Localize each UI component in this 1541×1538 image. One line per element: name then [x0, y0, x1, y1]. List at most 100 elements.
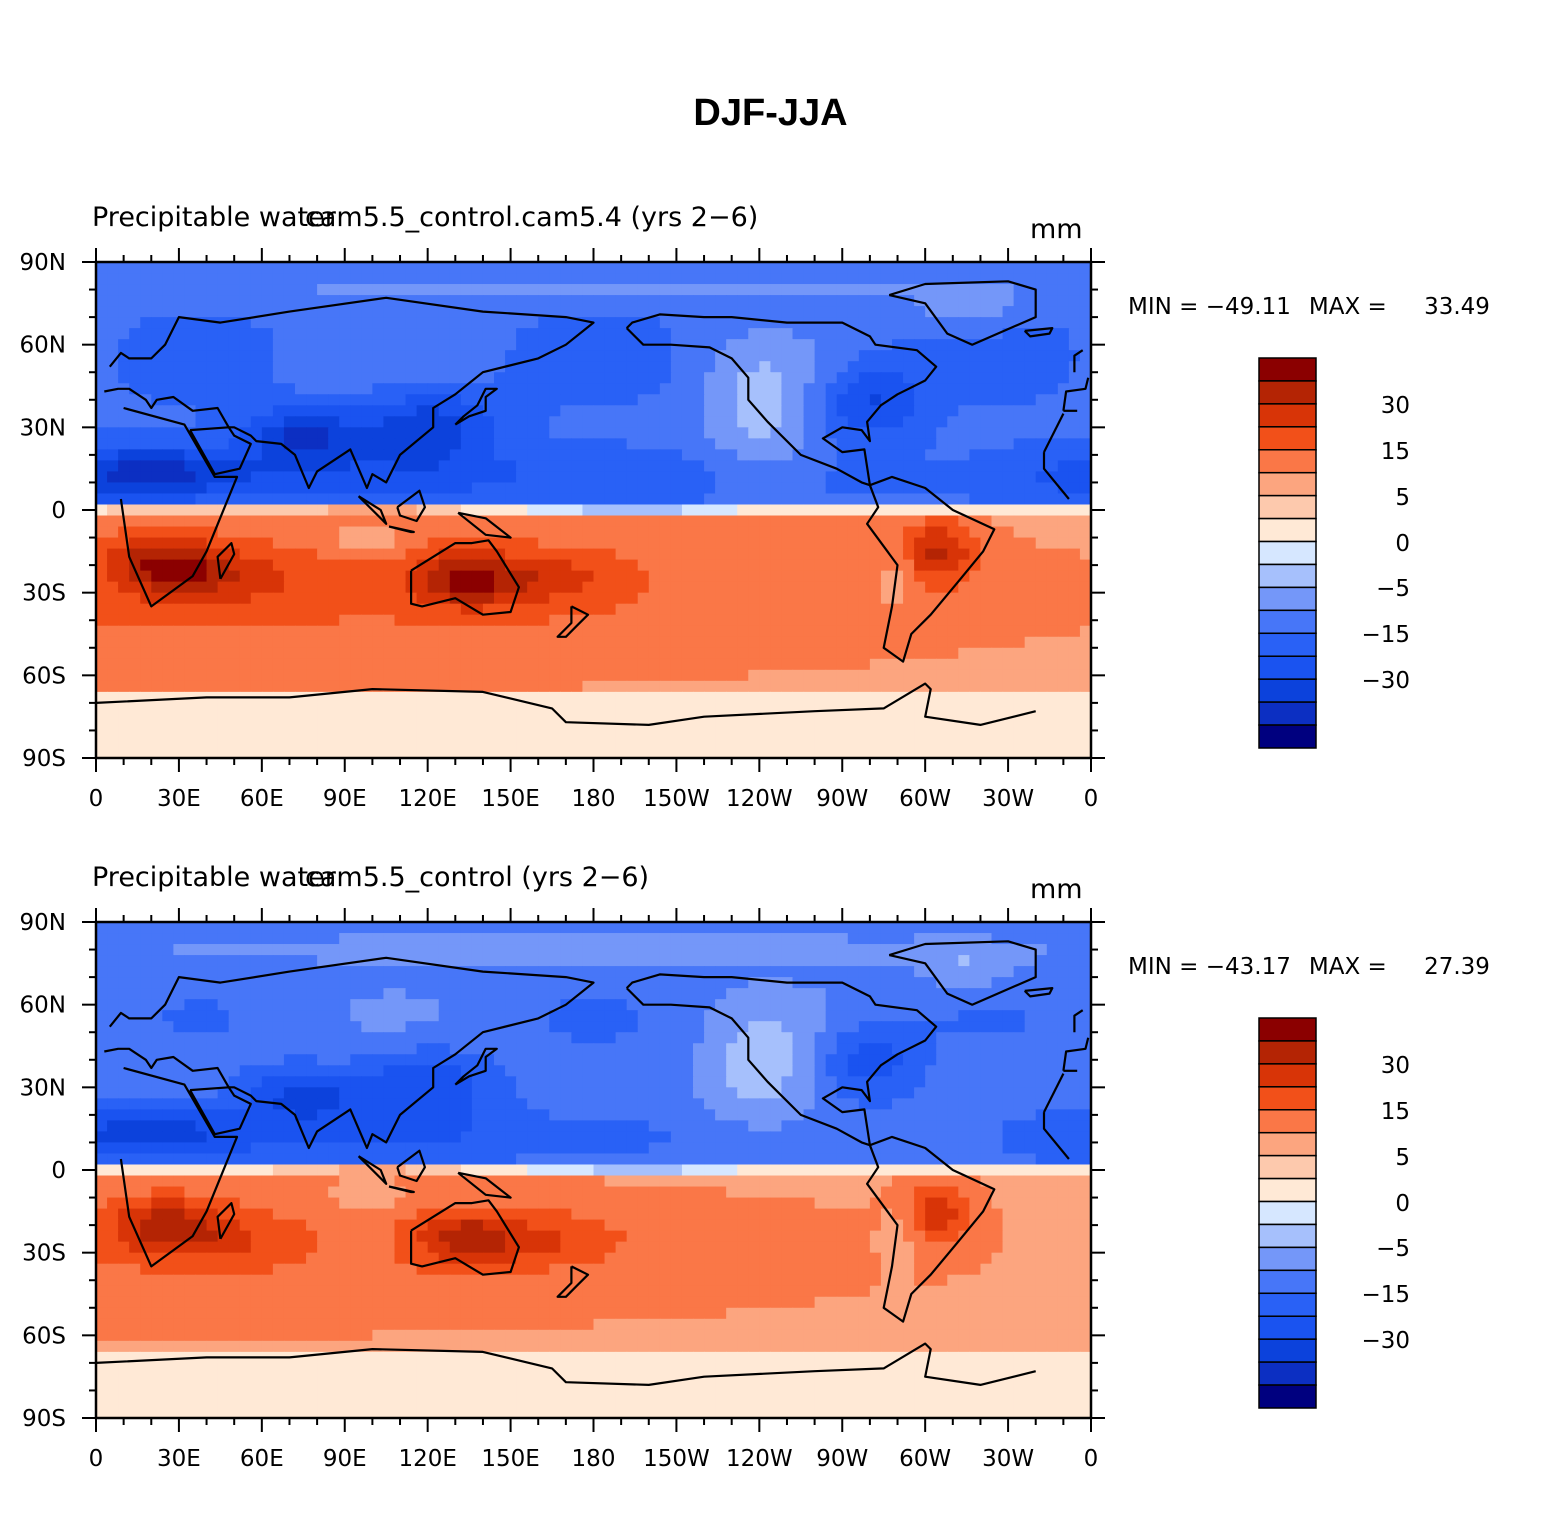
field-cell: [173, 526, 186, 539]
field-cell: [283, 955, 296, 967]
field-cell: [162, 592, 174, 605]
field-cell: [825, 449, 838, 461]
field-cell: [704, 977, 716, 989]
field-cell: [803, 339, 816, 351]
field-cell: [129, 999, 141, 1011]
field-cell: [914, 295, 926, 307]
field-cell: [792, 669, 805, 682]
field-cell: [980, 449, 993, 461]
field-cell: [903, 680, 915, 693]
field-cell: [184, 944, 197, 956]
field-cell: [140, 295, 152, 307]
field-cell: [847, 372, 860, 384]
field-cell: [471, 603, 484, 616]
field-cell: [858, 581, 871, 594]
field-cell: [1024, 537, 1037, 550]
field-cell: [670, 977, 683, 989]
field-cell: [339, 636, 351, 649]
field-cell: [936, 592, 948, 605]
field-cell: [1002, 724, 1015, 737]
field-cell: [162, 262, 174, 274]
field-cell: [571, 449, 584, 461]
field-cell: [936, 537, 948, 550]
field-cell: [1068, 328, 1081, 340]
field-cell: [781, 966, 794, 978]
field-cell: [383, 372, 396, 384]
field-cell: [925, 955, 937, 967]
field-cell: [715, 295, 727, 307]
field-cell: [869, 988, 882, 1000]
field-cell: [438, 295, 451, 307]
field-cell: [1024, 702, 1037, 715]
field-cell: [372, 328, 385, 340]
field-cell: [1002, 647, 1015, 660]
field-cell: [560, 350, 572, 362]
field-cell: [184, 570, 197, 583]
field-cell: [914, 603, 926, 616]
field-cell: [217, 746, 230, 759]
field-cell: [427, 438, 440, 450]
field-cell: [803, 438, 816, 450]
field-cell: [228, 460, 241, 473]
field-cell: [726, 394, 738, 406]
field-cell: [604, 317, 617, 329]
field-cell: [803, 922, 816, 934]
field-cell: [637, 449, 650, 461]
field-cell: [272, 515, 285, 528]
field-cell: [958, 691, 970, 704]
field-cell: [184, 724, 197, 737]
field-cell: [604, 691, 617, 704]
field-cell: [438, 713, 451, 726]
field-cell: [693, 592, 705, 605]
field-cell: [1068, 669, 1081, 682]
field-cell: [107, 625, 119, 638]
field-cell: [549, 328, 561, 340]
field-cell: [394, 713, 407, 726]
field-cell: [162, 944, 174, 956]
field-cell: [1035, 746, 1048, 759]
field-cell: [560, 944, 572, 956]
field-cell: [339, 702, 351, 715]
field-cell: [991, 361, 1004, 373]
field-cell: [173, 383, 186, 395]
field-cell: [1013, 460, 1026, 473]
field-cell: [151, 592, 163, 605]
field-cell: [494, 350, 506, 362]
field-cell: [925, 284, 937, 296]
field-cell: [659, 493, 672, 506]
field-cell: [1046, 416, 1059, 428]
field-cell: [560, 625, 572, 638]
field-cell: [96, 955, 108, 967]
field-cell: [427, 955, 440, 967]
field-cell: [969, 405, 982, 417]
field-cell: [538, 559, 550, 572]
field-cell: [903, 504, 915, 517]
field-cell: [505, 702, 517, 715]
field-cell: [582, 482, 595, 495]
field-cell: [770, 735, 783, 748]
field-cell: [858, 559, 871, 572]
field-cell: [283, 1010, 296, 1022]
field-cell: [958, 680, 970, 693]
field-cell: [659, 350, 672, 362]
field-cell: [892, 361, 904, 373]
field-cell: [361, 471, 373, 484]
field-cell: [239, 416, 252, 428]
field-cell: [328, 581, 340, 594]
field-cell: [151, 724, 163, 737]
field-cell: [936, 350, 948, 362]
field-cell: [405, 658, 418, 671]
field-cell: [107, 614, 119, 627]
field-cell: [770, 504, 783, 517]
field-cell: [681, 966, 694, 978]
field-cell: [96, 988, 108, 1000]
field-cell: [206, 977, 219, 989]
field-cell: [505, 416, 517, 428]
field-cell: [726, 647, 738, 660]
min-max-readout: MIN = −49.11 MAX = 33.49: [1128, 296, 1490, 319]
field-cell: [637, 262, 650, 274]
field-cell: [438, 966, 451, 978]
field-cell: [1002, 658, 1015, 671]
field-cell: [295, 372, 307, 384]
field-cell: [1068, 295, 1081, 307]
